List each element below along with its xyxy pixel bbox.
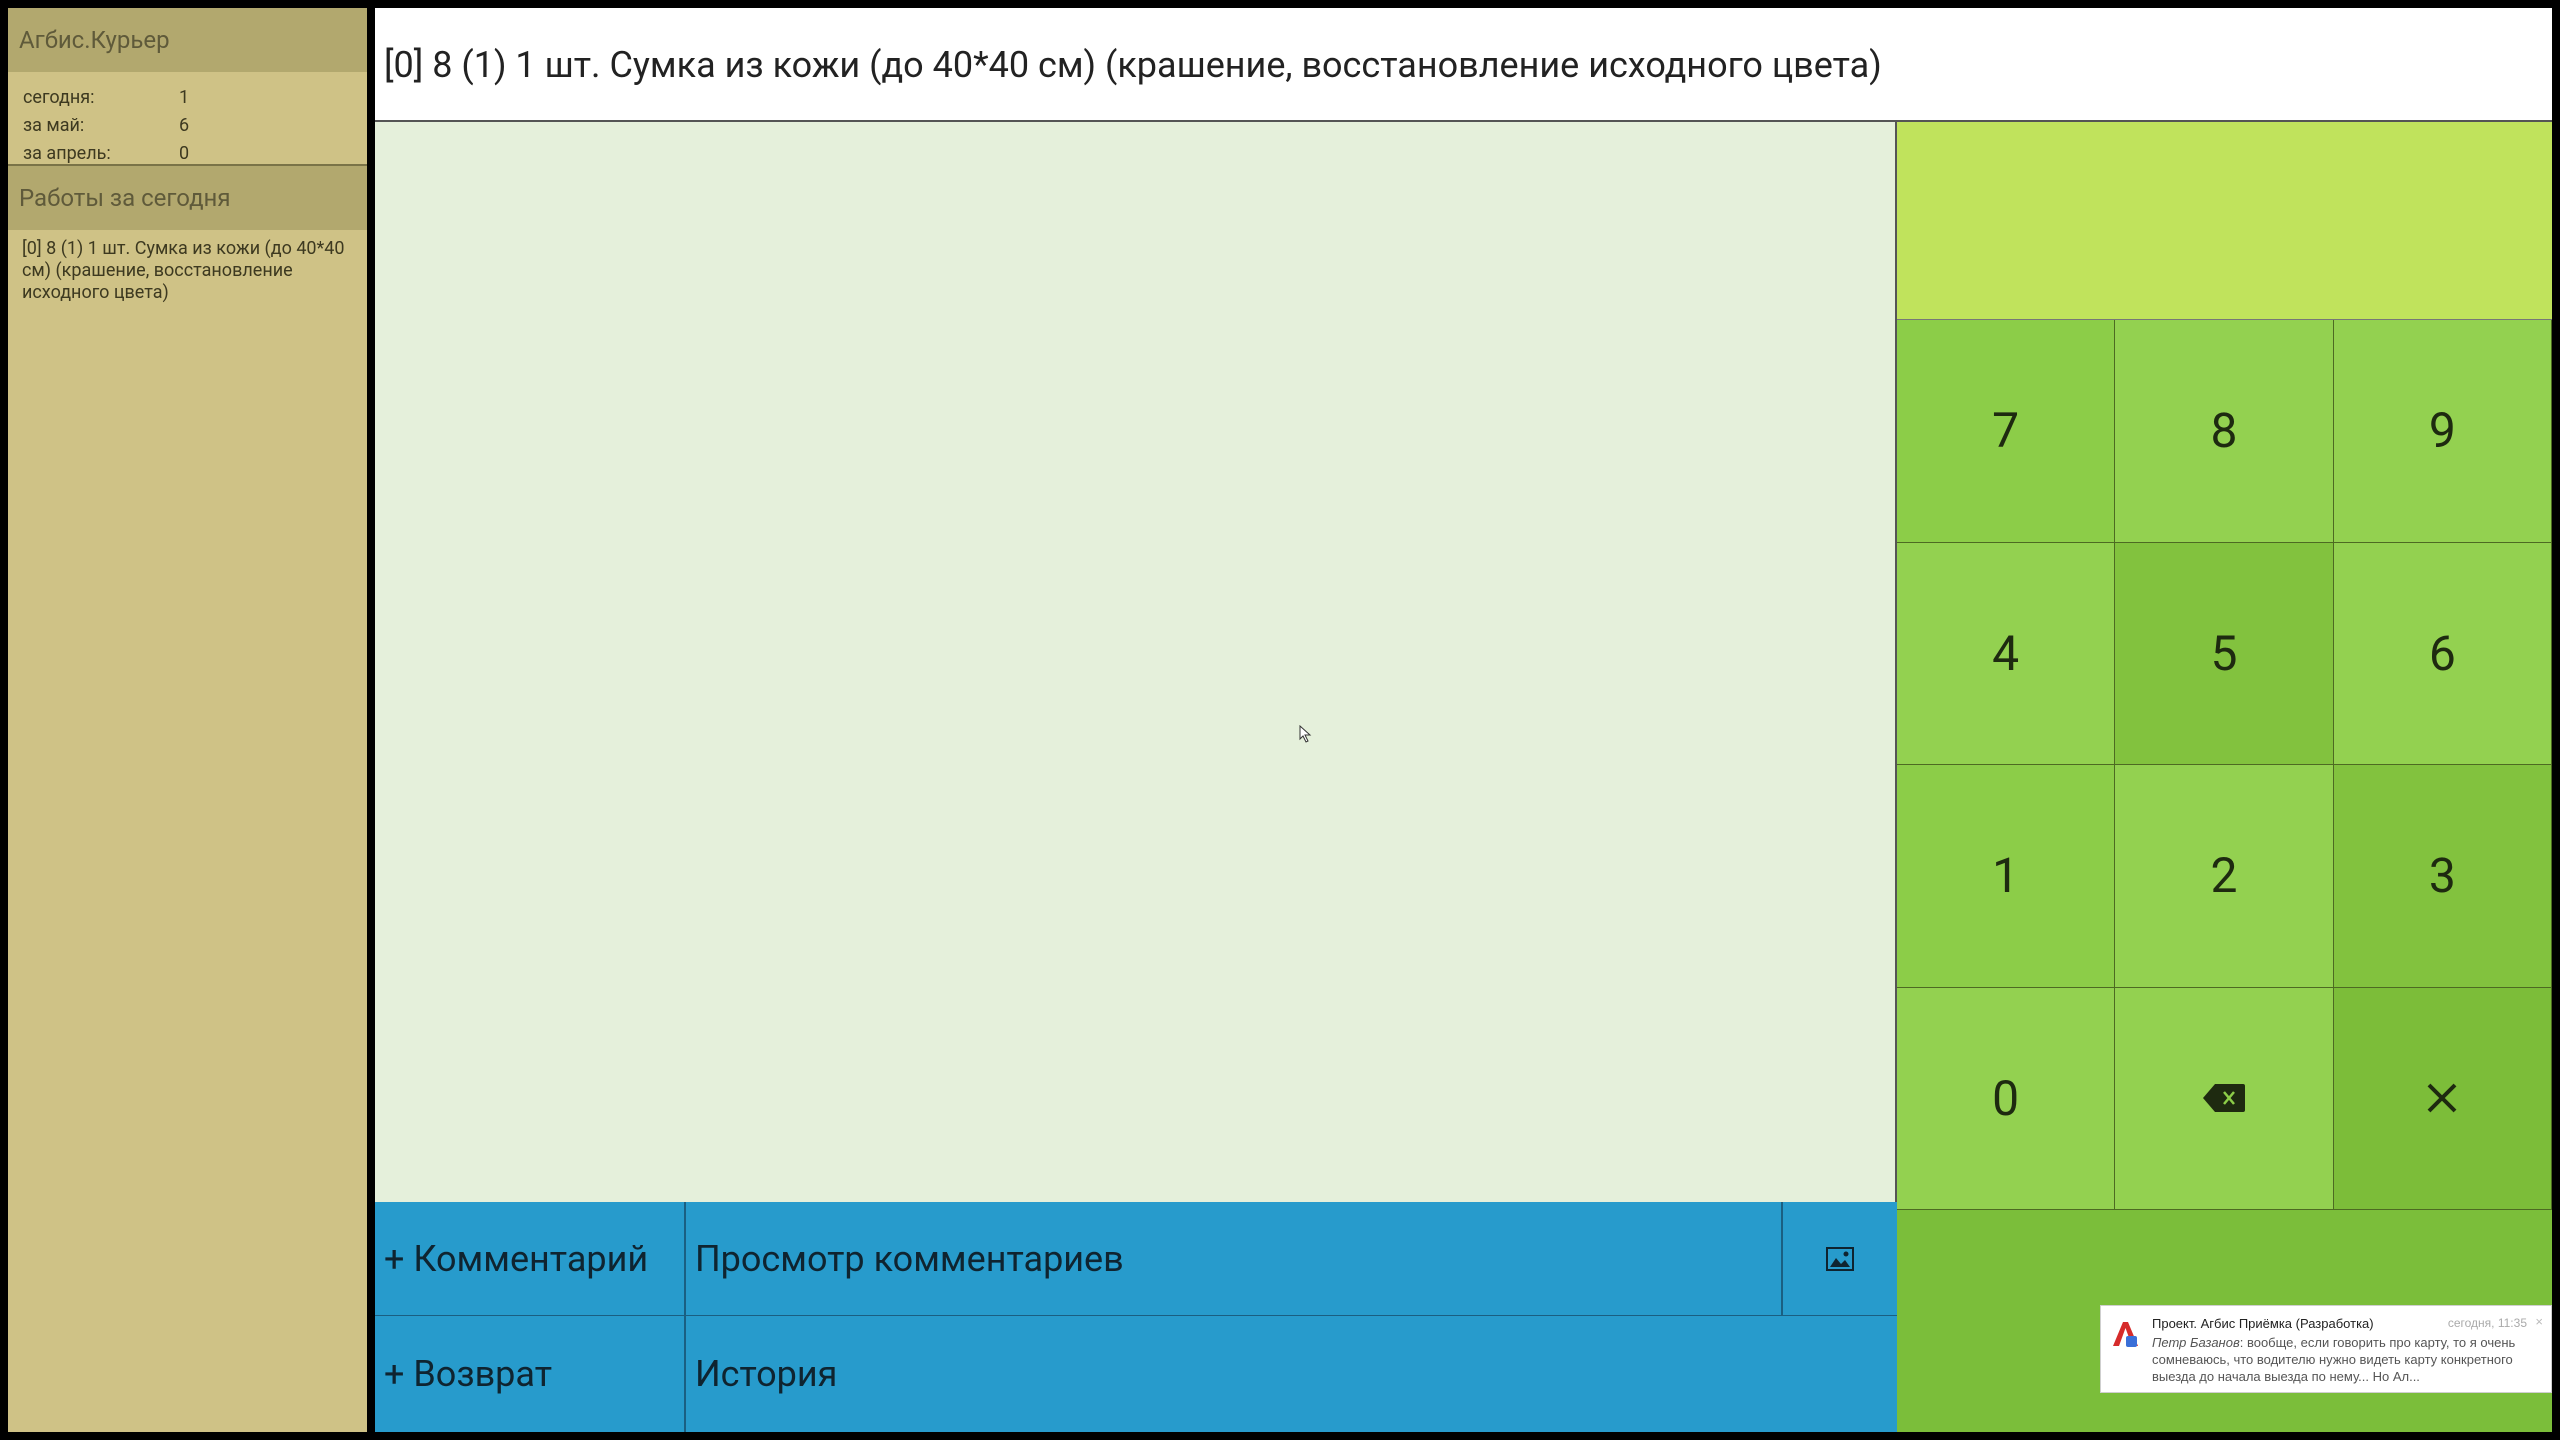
- key-7[interactable]: 7: [1897, 320, 2116, 543]
- key-4[interactable]: 4: [1897, 542, 2116, 765]
- stat-label: за апрель:: [23, 143, 111, 164]
- stat-may: за май: 6: [23, 112, 367, 140]
- stat-value: 0: [179, 143, 190, 164]
- stat-today: сегодня: 1: [23, 84, 367, 112]
- history-label: История: [695, 1353, 838, 1395]
- key-8[interactable]: 8: [2115, 320, 2334, 543]
- history-button[interactable]: История: [686, 1316, 1897, 1432]
- works-heading: Работы за сегодня: [8, 166, 367, 230]
- view-comments-button[interactable]: Просмотр комментариев: [686, 1202, 1783, 1316]
- backspace-button[interactable]: [2115, 987, 2334, 1210]
- stat-value: 6: [179, 115, 190, 136]
- key-2[interactable]: 2: [2115, 765, 2334, 988]
- numeric-display: [1897, 122, 2552, 320]
- sidebar: Агбис.Курьер сегодня: 1 за май: 6 за апр…: [8, 8, 367, 1432]
- notification-popup[interactable]: Проект. Агбис Приёмка (Разработка) сегод…: [2100, 1305, 2552, 1393]
- app-logo-icon: [2113, 1322, 2138, 1347]
- stat-label: за май:: [23, 115, 85, 136]
- add-return-button[interactable]: + Возврат: [375, 1316, 686, 1432]
- notification-author: Петр Базанов: [2152, 1335, 2240, 1350]
- add-comment-label: + Комментарий: [384, 1237, 649, 1280]
- add-return-label: + Возврат: [384, 1353, 553, 1395]
- key-1[interactable]: 1: [1897, 765, 2116, 988]
- notification-title: Проект. Агбис Приёмка (Разработка): [2152, 1316, 2374, 1331]
- notification-close-button[interactable]: ×: [2535, 1314, 2543, 1329]
- clear-button[interactable]: [2333, 987, 2552, 1210]
- image-icon: [1826, 1247, 1854, 1271]
- view-comments-label: Просмотр комментариев: [695, 1237, 1124, 1280]
- stat-april: за апрель: 0: [23, 140, 367, 168]
- mouse-cursor-icon: [1299, 725, 1312, 743]
- stats-block: сегодня: 1 за май: 6 за апрель: 0: [8, 72, 367, 164]
- key-5[interactable]: 5: [2115, 542, 2334, 765]
- stat-label: сегодня:: [23, 87, 95, 108]
- key-3[interactable]: 3: [2333, 765, 2552, 988]
- close-icon: [2427, 1083, 2457, 1113]
- notification-text: : вообще, если говорить про карту, то я …: [2152, 1335, 2516, 1384]
- numeric-keypad: 7 8 9 4 5 6 1 2 3 0: [1897, 320, 2552, 1210]
- key-9[interactable]: 9: [2333, 320, 2552, 543]
- order-title: [0] 8 (1) 1 шт. Сумка из кожи (до 40*40 …: [384, 44, 1882, 86]
- backspace-icon: [2202, 1084, 2245, 1113]
- key-0[interactable]: 0: [1897, 987, 2116, 1210]
- key-6[interactable]: 6: [2333, 542, 2552, 765]
- order-title-bar: [0] 8 (1) 1 шт. Сумка из кожи (до 40*40 …: [375, 8, 2552, 122]
- work-area[interactable]: [375, 122, 1897, 1202]
- notification-time: сегодня, 11:35: [2447, 1316, 2527, 1330]
- notification-body: Петр Базанов: вообще, если говорить про …: [2152, 1334, 2544, 1385]
- image-button[interactable]: [1783, 1202, 1897, 1316]
- stat-value: 1: [179, 87, 190, 108]
- add-comment-button[interactable]: + Комментарий: [375, 1202, 686, 1316]
- app-title: Агбис.Курьер: [8, 8, 367, 72]
- work-list-item[interactable]: [0] 8 (1) 1 шт. Сумка из кожи (до 40*40 …: [22, 238, 345, 303]
- divider: [8, 164, 367, 166]
